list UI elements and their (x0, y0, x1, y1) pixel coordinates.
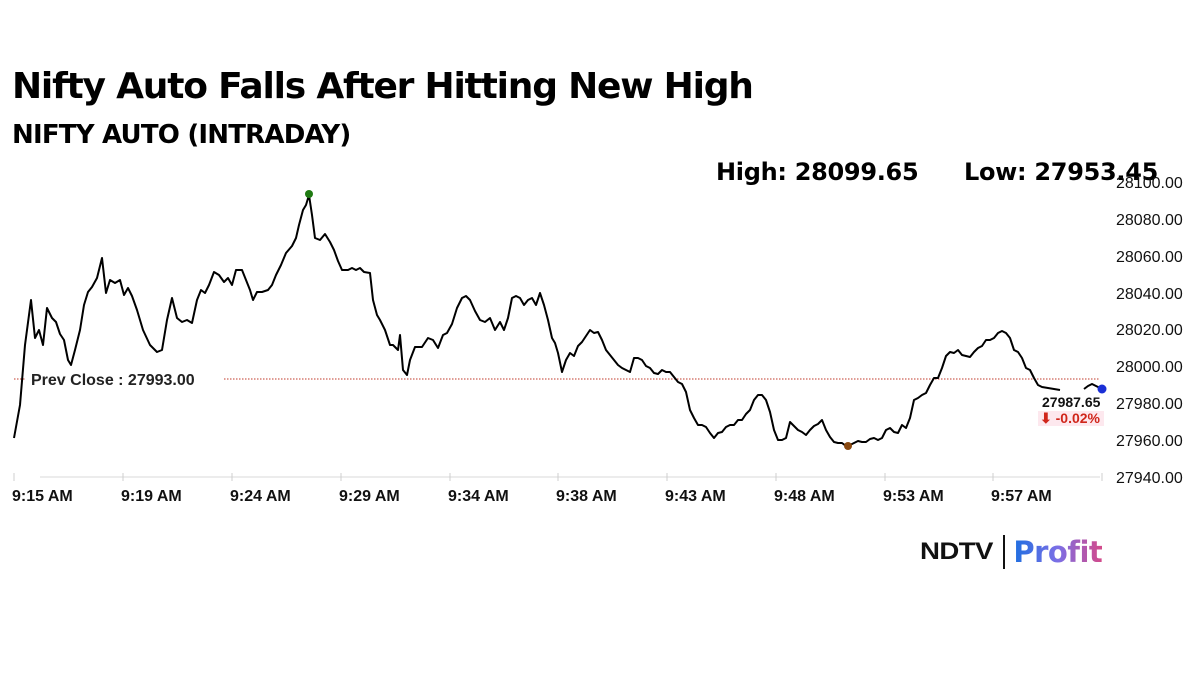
logo-divider (1003, 535, 1006, 569)
ndtv-profit-logo: NDTV Profit (920, 532, 1103, 572)
y-axis: 28100.00 28080.00 28060.00 28040.00 2802… (1116, 175, 1183, 487)
svg-text:9:38 AM: 9:38 AM (556, 488, 617, 505)
last-price-marker (1097, 384, 1107, 394)
svg-text:27980.00: 27980.00 (1116, 396, 1183, 413)
svg-text:28080.00: 28080.00 (1116, 212, 1183, 229)
svg-text:9:24 AM: 9:24 AM (230, 488, 291, 505)
svg-text:9:15 AM: 9:15 AM (12, 488, 73, 505)
svg-text:9:48 AM: 9:48 AM (774, 488, 835, 505)
x-axis-ticks (13, 473, 1103, 481)
svg-text:9:34 AM: 9:34 AM (448, 488, 509, 505)
price-line-tail (1083, 383, 1101, 390)
last-value-label: 27987.65 (1042, 394, 1101, 410)
svg-text:28060.00: 28060.00 (1116, 249, 1183, 266)
high-marker (305, 190, 313, 198)
svg-text:9:19 AM: 9:19 AM (121, 488, 182, 505)
svg-text:27960.00: 27960.00 (1116, 433, 1183, 450)
svg-text:9:57 AM: 9:57 AM (991, 488, 1052, 505)
day-high-label: High: 28099.65 (716, 158, 919, 186)
x-axis: 9:15 AM 9:19 AM 9:24 AM 9:29 AM 9:34 AM … (12, 488, 1052, 505)
svg-text:28100.00: 28100.00 (1116, 175, 1183, 192)
svg-text:9:53 AM: 9:53 AM (883, 488, 944, 505)
chart-title: Nifty Auto Falls After Hitting New High (12, 66, 754, 107)
change-percent-label: ⬇ -0.02% (1040, 410, 1101, 426)
chart-subtitle: NIFTY AUTO (INTRADAY) (12, 120, 351, 150)
prev-close-label: Prev Close : 27993.00 (31, 372, 195, 389)
profit-wordmark: Profit (1013, 535, 1103, 569)
svg-text:28020.00: 28020.00 (1116, 322, 1183, 339)
svg-text:27940.00: 27940.00 (1116, 470, 1183, 487)
svg-text:9:29 AM: 9:29 AM (339, 488, 400, 505)
svg-text:28000.00: 28000.00 (1116, 359, 1183, 376)
ndtv-wordmark: NDTV (920, 538, 993, 565)
svg-text:9:43 AM: 9:43 AM (665, 488, 726, 505)
low-marker (844, 442, 852, 450)
day-low-label: Low: 27953.45 (964, 158, 1159, 186)
price-line (13, 194, 1061, 447)
svg-text:28040.00: 28040.00 (1116, 286, 1183, 303)
